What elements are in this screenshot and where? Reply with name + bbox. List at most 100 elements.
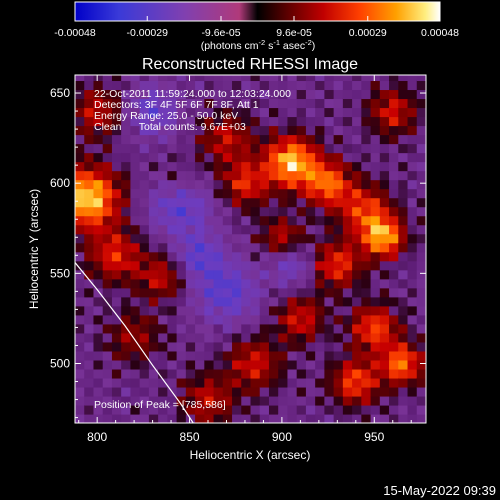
heatmap-cell <box>176 206 187 217</box>
heatmap-cell <box>148 134 159 145</box>
heatmap-cell <box>361 404 372 415</box>
heatmap-cell <box>379 116 390 127</box>
heatmap-cell <box>361 386 372 397</box>
heatmap-cell <box>195 197 205 208</box>
heatmap-cell <box>176 386 187 397</box>
heatmap-cell <box>232 296 242 307</box>
heatmap-cell <box>315 350 325 361</box>
heatmap-cell <box>232 332 242 343</box>
heatmap-cell <box>121 170 132 181</box>
heatmap-cell <box>287 404 298 415</box>
heatmap-cell <box>268 224 279 235</box>
heatmap-cell <box>296 206 307 217</box>
heatmap-cell <box>268 233 279 244</box>
colorbar-frame <box>74 1 441 22</box>
heatmap-cell <box>232 224 242 235</box>
heatmap-cell <box>278 161 289 172</box>
heatmap-cell <box>204 224 215 235</box>
heatmap-cell <box>195 296 205 307</box>
heatmap-cell <box>268 359 279 370</box>
heatmap-cell <box>222 395 233 406</box>
heatmap-cell <box>259 323 270 334</box>
heatmap-cell <box>121 233 132 244</box>
heatmap-cell <box>259 170 270 181</box>
heatmap-cell <box>204 368 215 379</box>
heatmap-cell <box>407 350 418 361</box>
heatmap-cell <box>204 188 215 199</box>
heatmap-cell <box>185 305 196 316</box>
heatmap-cell <box>315 413 325 423</box>
heatmap-cell <box>315 269 325 280</box>
heatmap-cell <box>84 143 95 154</box>
heatmap-cell <box>315 332 325 343</box>
heatmap-cell <box>75 413 85 423</box>
heatmap-cell <box>93 233 104 244</box>
heatmap-cell <box>93 98 104 109</box>
heatmap-cell <box>398 224 409 235</box>
heatmap-cell <box>379 107 390 118</box>
heatmap-cell <box>84 206 95 217</box>
heatmap-cell <box>342 368 353 379</box>
heatmap-cell <box>232 287 242 298</box>
heatmap-cell <box>111 206 122 217</box>
heatmap-cell <box>296 116 307 127</box>
heatmap-cell <box>204 75 215 82</box>
heatmap-cell <box>305 395 316 406</box>
heatmap-cell <box>167 350 178 361</box>
heatmap-cell <box>389 359 399 370</box>
heatmap-cell <box>102 98 113 109</box>
heatmap-cell <box>241 395 252 406</box>
heatmap-cell <box>250 107 261 118</box>
heatmap-cell <box>176 152 187 163</box>
heatmap-cell <box>148 332 159 343</box>
heatmap-cell <box>259 107 270 118</box>
heatmap-cell <box>121 242 132 253</box>
heatmap-cell <box>232 197 242 208</box>
heatmap-cell <box>204 350 215 361</box>
heatmap-cell <box>352 188 362 199</box>
heatmap-cell <box>185 323 196 334</box>
heatmap-cell <box>111 332 122 343</box>
heatmap-cell <box>250 359 261 370</box>
heatmap-cell <box>232 143 242 154</box>
heatmap-cell <box>416 215 426 226</box>
heatmap-cell <box>204 341 215 352</box>
heatmap-cell <box>93 269 104 280</box>
heatmap-cell <box>111 170 122 181</box>
x-tick-label: 800 <box>87 430 107 444</box>
heatmap-cell <box>232 206 242 217</box>
heatmap-cell <box>333 179 344 190</box>
heatmap-cell <box>370 278 381 289</box>
heatmap-cell <box>93 287 104 298</box>
heatmap-cell <box>278 350 289 361</box>
heatmap-cell <box>185 152 196 163</box>
heatmap-cell <box>324 98 335 109</box>
heatmap-cell <box>75 332 85 343</box>
heatmap-cell <box>259 305 270 316</box>
heatmap-cell <box>315 404 325 415</box>
heatmap-cell <box>93 251 104 262</box>
heatmap-cell <box>324 161 335 172</box>
heatmap-cell <box>213 107 224 118</box>
heatmap-cell <box>278 75 289 82</box>
heatmap-cell <box>185 350 196 361</box>
heatmap-cell <box>111 134 122 145</box>
heatmap-cell <box>75 98 85 109</box>
heatmap-cell <box>93 314 104 325</box>
heatmap-cell <box>111 215 122 226</box>
heatmap-cell <box>204 323 215 334</box>
heatmap-cell <box>121 251 132 262</box>
heatmap-cell <box>84 233 95 244</box>
heatmap-cell <box>213 179 224 190</box>
heatmap-cell <box>370 107 381 118</box>
heatmap-cell <box>389 143 399 154</box>
heatmap-cell <box>93 197 104 208</box>
heatmap-cell <box>139 224 150 235</box>
heatmap-cell <box>250 116 261 127</box>
heatmap-cell <box>195 323 205 334</box>
heatmap-cell <box>305 359 316 370</box>
heatmap-cell <box>139 80 150 91</box>
heatmap-cell <box>130 107 141 118</box>
heatmap-cell <box>315 152 325 163</box>
heatmap-cell <box>389 395 399 406</box>
